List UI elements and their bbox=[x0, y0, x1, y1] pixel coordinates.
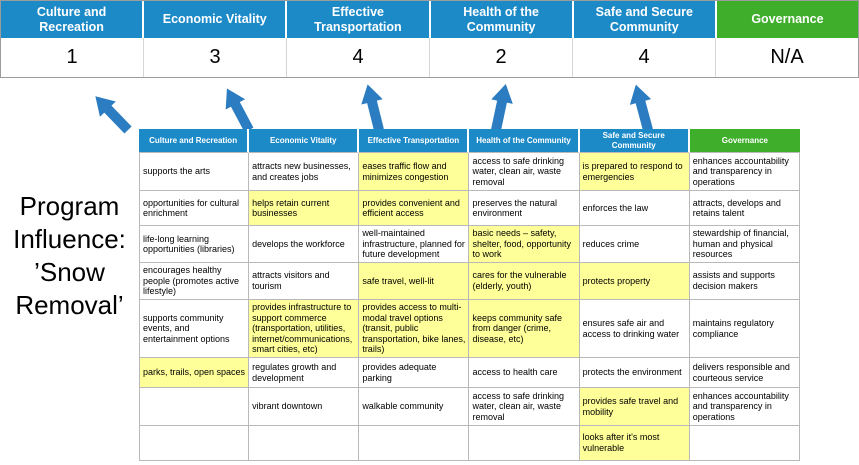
table-row: encourages healthy people (promotes acti… bbox=[139, 263, 800, 301]
table-row: supports community events, and entertain… bbox=[139, 300, 800, 359]
matrix-cell: supports the arts bbox=[139, 153, 250, 192]
matrix-cell bbox=[689, 426, 800, 462]
score-health-of-the-community: 2 bbox=[430, 38, 573, 77]
matrix-cell: enhances accountability and transparency… bbox=[689, 153, 800, 192]
scoreboard: Culture and Recreation Economic Vitality… bbox=[0, 0, 859, 78]
arrow-icon bbox=[629, 84, 653, 132]
matrix-cell: eases traffic flow and minimizes congest… bbox=[359, 153, 470, 192]
matrix-cell: access to safe drinking water, clean air… bbox=[469, 153, 580, 192]
matrix-cell: is prepared to respond to emergencies bbox=[579, 153, 690, 192]
matrix-cell: regulates growth and development bbox=[249, 358, 360, 389]
matrix-cell: looks after it's most vulnerable bbox=[579, 426, 690, 462]
scoreboard-header-culture-and-recreation: Culture and Recreation bbox=[1, 1, 145, 38]
matrix-cell: attracts new businesses, and creates job… bbox=[249, 153, 360, 192]
matrix-cell: ensures safe air and access to drinking … bbox=[579, 300, 690, 359]
matrix-cell: helps retain current businesses bbox=[249, 191, 360, 227]
arrows-layer bbox=[95, 84, 653, 134]
score-safe-and-secure-community: 4 bbox=[573, 38, 716, 77]
matrix-cell: well-maintained infrastructure, planned … bbox=[359, 226, 470, 264]
influence-matrix: Culture and Recreation Economic Vitality E… bbox=[139, 129, 800, 462]
matrix-header-row: Culture and Recreation Economic Vitality E… bbox=[139, 129, 800, 154]
table-row: life-long learning opportunities (librar… bbox=[139, 226, 800, 264]
matrix-cell: parks, trails, open spaces bbox=[139, 358, 250, 389]
matrix-cell: keeps community safe from danger (crime,… bbox=[469, 300, 580, 359]
matrix-cell: cares for the vulnerable (elderly, youth… bbox=[469, 263, 580, 301]
score-effective-transportation: 4 bbox=[287, 38, 430, 77]
score-economic-vitality: 3 bbox=[144, 38, 287, 77]
matrix-header-cell: Health of the Community bbox=[469, 129, 580, 154]
arrow-icon bbox=[225, 88, 254, 133]
scoreboard-header-governance: Governance bbox=[716, 1, 859, 38]
program-influence-label: Program Influence: ’Snow Removal’ bbox=[13, 191, 126, 321]
score-governance: N/A bbox=[770, 46, 804, 68]
matrix-header-cell: Culture and Recreation bbox=[139, 129, 250, 154]
matrix-cell: encourages healthy people (promotes acti… bbox=[139, 263, 250, 301]
matrix-cell bbox=[139, 426, 250, 462]
matrix-header-cell: Economic Vitality bbox=[249, 129, 360, 154]
matrix-cell: delivers responsible and courteous servi… bbox=[689, 358, 800, 389]
matrix-cell: walkable community bbox=[359, 388, 470, 427]
table-row: looks after it's most vulnerable bbox=[139, 426, 800, 462]
scoreboard-header-health-of-the-community: Health of the Community bbox=[430, 1, 574, 38]
matrix-cell bbox=[139, 388, 250, 427]
matrix-cell: safe travel, well-lit bbox=[359, 263, 470, 301]
scoreboard-header-effective-transportation: Effective Transportation bbox=[287, 1, 431, 38]
matrix-cell bbox=[359, 426, 470, 462]
matrix-cell: attracts visitors and tourism bbox=[249, 263, 360, 301]
matrix-cell: protects property bbox=[579, 263, 690, 301]
matrix-cell: provides convenient and efficient access bbox=[359, 191, 470, 227]
matrix-cell bbox=[469, 426, 580, 462]
matrix-head: Culture and Recreation Economic Vitality E… bbox=[139, 129, 800, 154]
scoreboard-header-row: Culture and Recreation Economic Vitality… bbox=[1, 1, 859, 38]
matrix-cell: protects the environment bbox=[579, 358, 690, 389]
matrix-cell: preserves the natural environment bbox=[469, 191, 580, 227]
matrix-cell: enhances accountability and transparency… bbox=[689, 388, 800, 427]
matrix-cell: vibrant downtown bbox=[249, 388, 360, 427]
matrix-cell: enforces the law bbox=[579, 191, 690, 227]
table-row: vibrant downtown walkable community access… bbox=[139, 388, 800, 427]
matrix-cell: access to health care bbox=[469, 358, 580, 389]
table-row: opportunities for cultural enrichment hel… bbox=[139, 191, 800, 227]
arrow-icon bbox=[361, 84, 384, 132]
scoreboard-header-economic-vitality: Economic Vitality bbox=[144, 1, 288, 38]
matrix-cell: provides safe travel and mobility bbox=[579, 388, 690, 427]
matrix-body: supports the arts attracts new businesses… bbox=[139, 153, 800, 462]
matrix-cell: provides adequate parking bbox=[359, 358, 470, 389]
table-row: supports the arts attracts new businesses… bbox=[139, 153, 800, 192]
matrix-header-cell: Governance bbox=[689, 129, 800, 154]
matrix-cell: opportunities for cultural enrichment bbox=[139, 191, 250, 227]
scoreboard-score-row: 1 3 4 2 4 N/A bbox=[1, 38, 858, 77]
matrix-cell: maintains regulatory compliance bbox=[689, 300, 800, 359]
matrix-cell: basic needs – safety, shelter, food, opp… bbox=[469, 226, 580, 264]
matrix-cell: provides infrastructure to support comme… bbox=[249, 300, 360, 359]
matrix-cell: stewardship of financial, human and phys… bbox=[689, 226, 800, 264]
matrix-cell: provides access to multi-modal travel op… bbox=[359, 300, 470, 359]
matrix-cell: supports community events, and entertain… bbox=[139, 300, 250, 359]
matrix-cell bbox=[249, 426, 360, 462]
matrix-header-cell: Safe and Secure Community bbox=[579, 129, 690, 154]
matrix-cell: develops the workforce bbox=[249, 226, 360, 264]
score-culture-and-recreation: 1 bbox=[1, 38, 144, 77]
matrix-cell: life-long learning opportunities (librar… bbox=[139, 226, 250, 264]
scoreboard-header-safe-and-secure-community: Safe and Secure Community bbox=[573, 1, 717, 38]
table-row: parks, trails, open spaces regulates grow… bbox=[139, 358, 800, 389]
matrix-cell: attracts, develops and retains talent bbox=[689, 191, 800, 227]
arrow-icon bbox=[491, 84, 513, 132]
matrix-cell: assists and supports decision makers bbox=[689, 263, 800, 301]
arrow-icon bbox=[95, 96, 132, 134]
matrix-cell: reduces crime bbox=[579, 226, 690, 264]
matrix-header-cell: Effective Transportation bbox=[359, 129, 470, 154]
matrix-cell: access to safe drinking water, clean air… bbox=[469, 388, 580, 427]
